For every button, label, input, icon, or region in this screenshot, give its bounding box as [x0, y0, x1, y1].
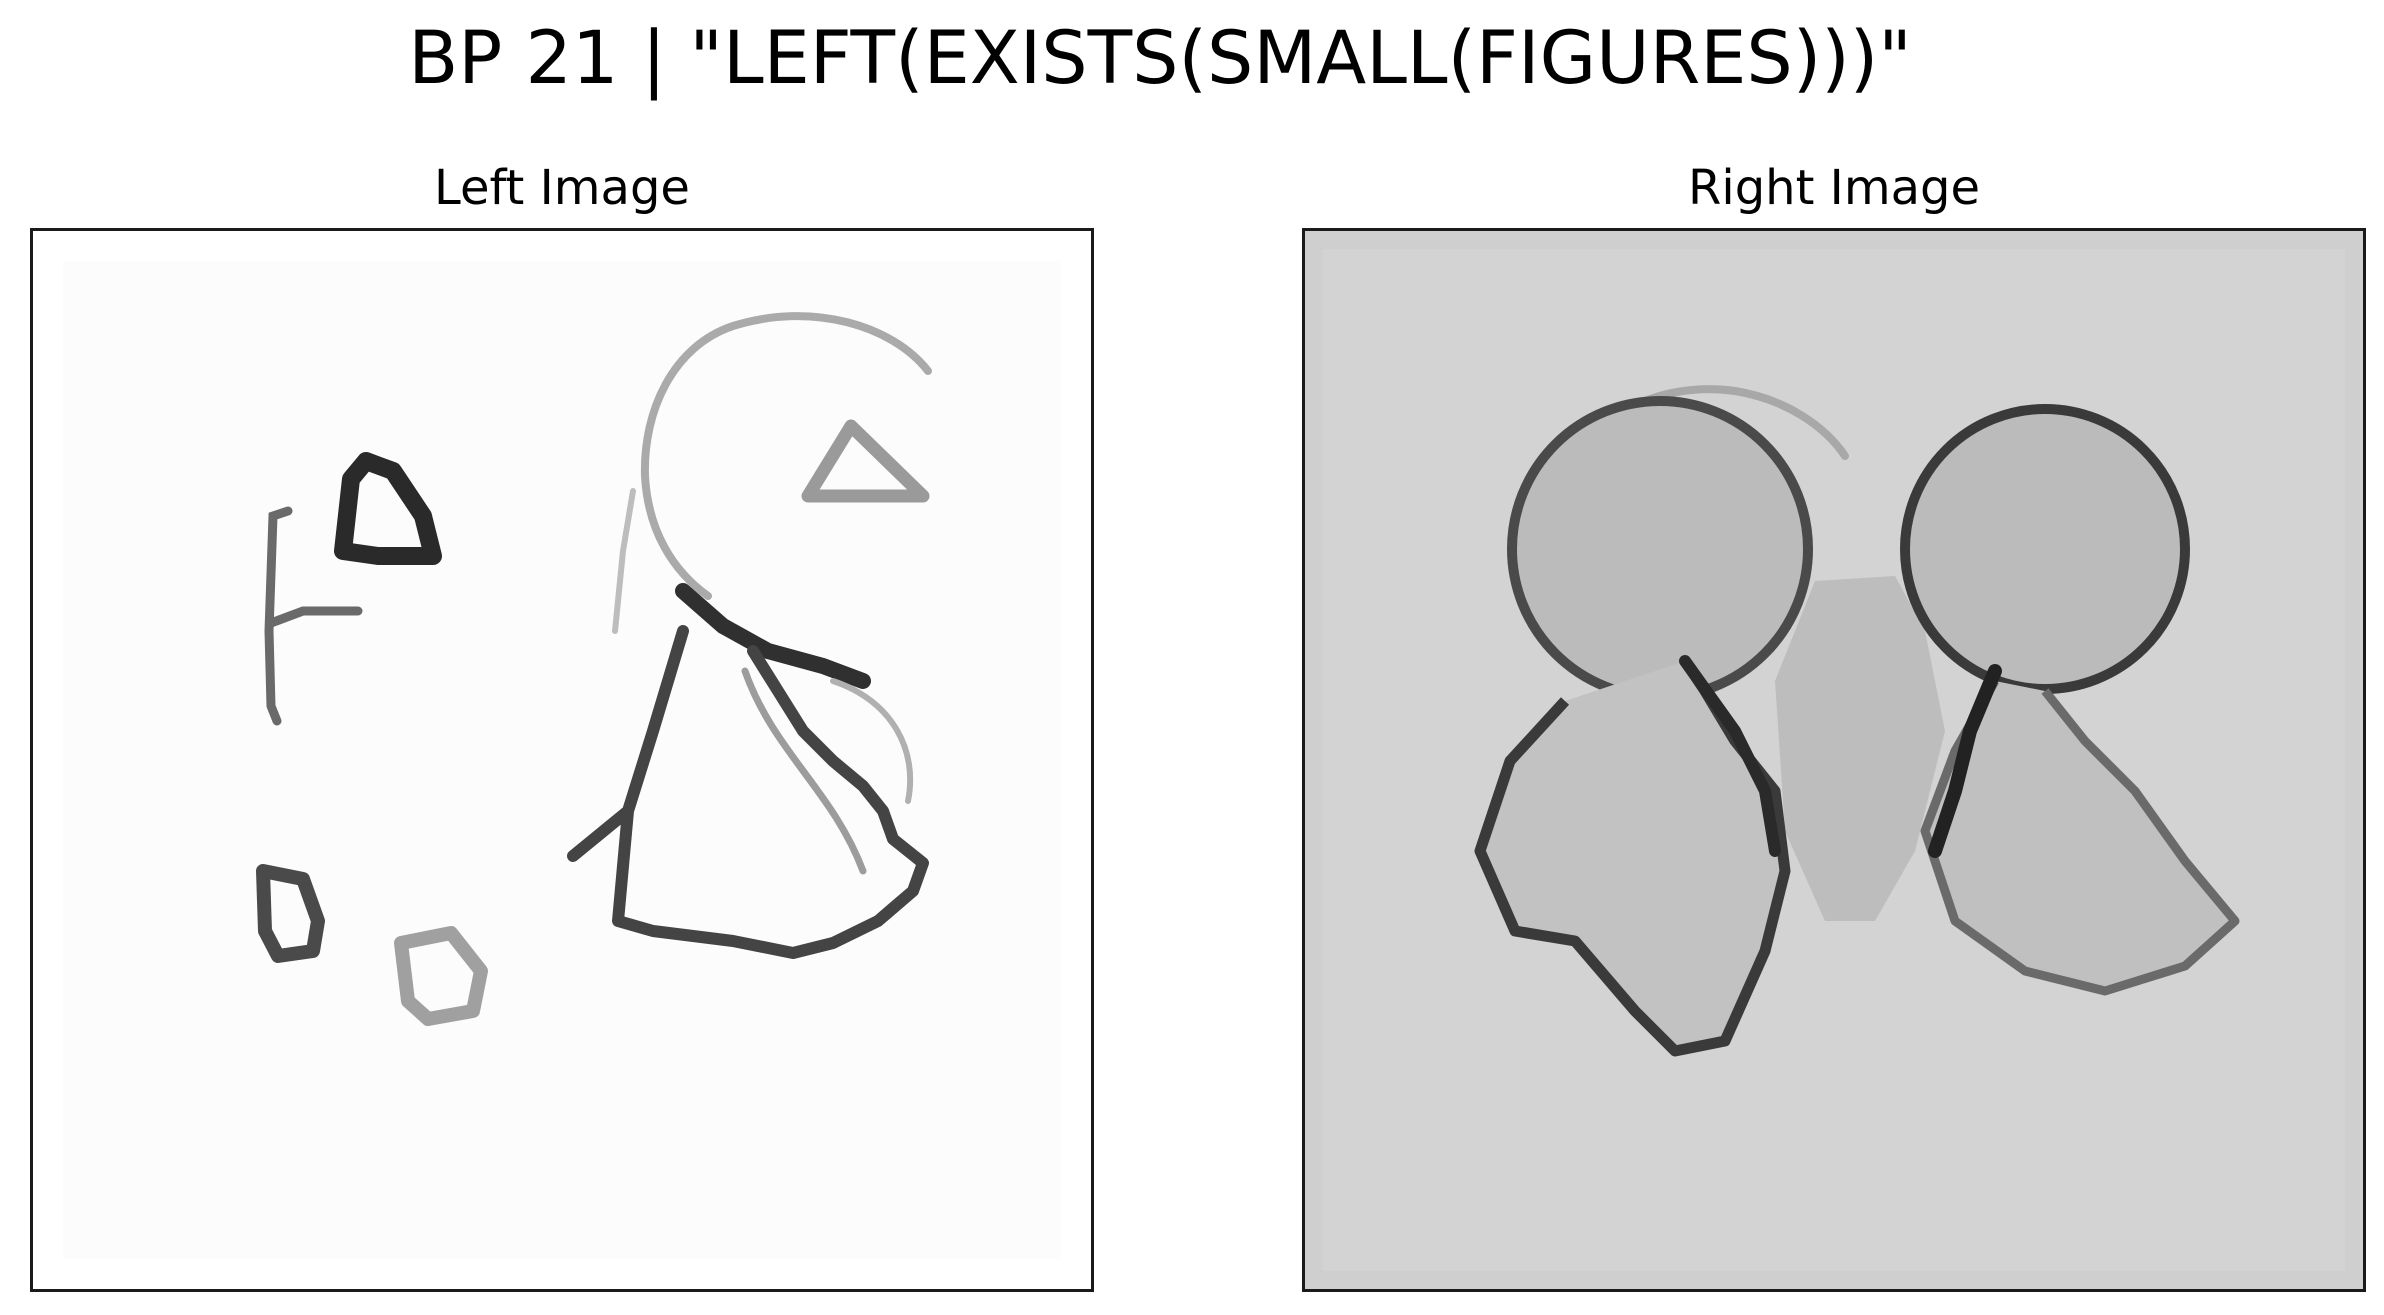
- right-circle-figure: [1900, 404, 2190, 694]
- left-dark-stroke: [1679, 655, 1781, 857]
- right-image-drawing: [1323, 249, 2345, 1271]
- small-light-triangle-figure: [801, 419, 930, 503]
- left-circle-figure: [1507, 396, 1813, 702]
- arc-tail-stroke: [612, 488, 636, 634]
- figure-title: BP 21 | "LEFT(EXISTS(SMALL(FIGURES)))": [408, 16, 1912, 101]
- small-dark-triangle-figure: [334, 452, 442, 565]
- left-panel-title: Left Image: [434, 160, 690, 216]
- right-blob-figure: [1920, 678, 2240, 996]
- right-image-panel: [1302, 228, 2366, 1292]
- left-image-inner-bg: [63, 261, 1061, 1259]
- inner-curve-stroke: [741, 667, 867, 875]
- dark-joining-stroke: [675, 583, 871, 689]
- right-panel-title: Right Image: [1688, 160, 1980, 216]
- right-dark-stroke: [1928, 664, 2002, 858]
- small-hook-figure: [264, 506, 363, 726]
- left-image-drawing: [63, 261, 1061, 1259]
- left-image-panel: [30, 228, 1094, 1292]
- small-light-square-figure: [394, 926, 488, 1026]
- outer-curve-stroke: [830, 678, 914, 804]
- small-square-figure: [256, 864, 325, 963]
- large-quadrilateral-figure: [567, 625, 929, 959]
- large-open-arc-figure: [640, 312, 932, 600]
- middle-region: [1775, 576, 1945, 921]
